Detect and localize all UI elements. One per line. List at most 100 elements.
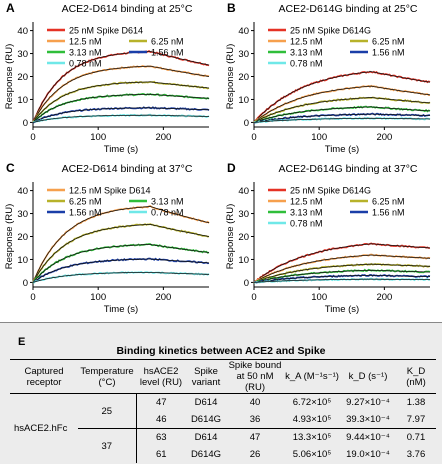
kd-cell: 9.44×10⁻⁴ bbox=[346, 432, 390, 443]
table-row: hsACE2.hFc 25 47 D614 40 6.72×10⁵ 9.27×1… bbox=[10, 393, 436, 434]
legend-entry: 12.5 nM bbox=[290, 37, 323, 47]
fit-line bbox=[253, 269, 431, 283]
x-tick-label: 100 bbox=[311, 132, 327, 143]
fit-line bbox=[32, 65, 210, 123]
y-tick-label: 10 bbox=[238, 95, 249, 106]
variant-cell: D614 bbox=[194, 432, 218, 443]
legend-entry: 12.5 nM Spike D614 bbox=[69, 186, 151, 196]
bound-cell: 36 bbox=[226, 411, 284, 429]
legend-entry: 1.56 nM bbox=[151, 48, 184, 58]
y-tick-label: 30 bbox=[17, 209, 28, 220]
header-spike-variant: Spike variant bbox=[186, 359, 226, 394]
y-tick-label: 10 bbox=[238, 255, 249, 266]
y-tick-label: 20 bbox=[17, 232, 28, 243]
y-tick-label: 10 bbox=[17, 255, 28, 266]
panel-title: ACE2-D614 binding at 25°C bbox=[62, 3, 193, 15]
legend-entry: 25 nM Spike D614G bbox=[290, 26, 371, 36]
y-tick-label: 10 bbox=[17, 95, 28, 106]
legend-entry: 25 nM Spike D614G bbox=[290, 186, 371, 196]
fit-line bbox=[32, 81, 210, 123]
header-KD: K_D (nM) bbox=[396, 359, 436, 394]
level-cell: 47 bbox=[155, 397, 167, 408]
panel-title: ACE2-D614G binding at 37°C bbox=[278, 163, 417, 175]
fit-line bbox=[253, 254, 431, 283]
bound-cell: 47 bbox=[249, 432, 261, 443]
legend-entry: 3.13 nM bbox=[290, 48, 323, 58]
series-line bbox=[32, 257, 210, 284]
captured-receptor-cell: hsACE2.hFc bbox=[14, 423, 68, 434]
kd-cell: 19.0×10⁻⁴ bbox=[346, 449, 390, 460]
legend-entry: 3.13 nM bbox=[151, 197, 184, 207]
sensorgram-panel-a: A ACE2-D614 binding at 25°C 0 10 20 30 40 0 100 2… bbox=[4, 1, 210, 155]
fit-line bbox=[32, 258, 210, 283]
y-tick-label: 40 bbox=[238, 186, 249, 197]
x-tick-label: 0 bbox=[251, 292, 256, 303]
legend-entry: 3.13 nM bbox=[69, 48, 102, 58]
panel-letter-e: E bbox=[18, 336, 26, 348]
fit-line bbox=[32, 93, 210, 123]
header-temperature: Temperature (°C) bbox=[78, 359, 136, 394]
y-tick-label: 20 bbox=[238, 72, 249, 83]
y-tick-label: 30 bbox=[17, 49, 28, 60]
ka-cell: 13.3×10⁵ bbox=[292, 432, 332, 443]
fit-line bbox=[253, 274, 431, 283]
header-captured-receptor: Captured receptor bbox=[10, 359, 78, 394]
fit-line bbox=[32, 206, 210, 283]
variant-cell: D614 bbox=[194, 397, 218, 408]
fit-line bbox=[253, 113, 430, 123]
legend-entry: 6.25 nM bbox=[69, 197, 102, 207]
bound-cell: 40 bbox=[249, 397, 261, 408]
bound-cell: 26 bbox=[249, 449, 261, 460]
sensorgram-panel-d: D ACE2-D614G binding at 37°C 0 10 20 30 40 0 100… bbox=[225, 161, 431, 315]
fit-line bbox=[253, 243, 431, 283]
x-tick-label: 200 bbox=[376, 132, 392, 143]
fit-line bbox=[32, 51, 210, 123]
level-cell: 46 bbox=[136, 411, 186, 429]
section-divider bbox=[0, 322, 442, 323]
legend-entry: 12.5 nM bbox=[290, 197, 323, 207]
y-axis-label: Response (RU) bbox=[225, 44, 236, 109]
ka-cell: 5.06×10⁵ bbox=[292, 449, 332, 460]
variant-cell: D614G bbox=[190, 449, 222, 460]
sensorgram-panel-b: B ACE2-D614G binding at 25°C 0 10 20 30 40 0 100… bbox=[225, 1, 431, 155]
table-row: 61 D614G 26 5.06×10⁵ 19.0×10⁻⁴ 3.76 bbox=[10, 446, 436, 463]
fit-line bbox=[32, 244, 210, 283]
ka-cell: 6.72×10⁵ bbox=[292, 397, 332, 408]
y-tick-label: 40 bbox=[17, 26, 28, 37]
x-tick-label: 0 bbox=[30, 292, 35, 303]
header-ka: k_A (M⁻¹s⁻¹) bbox=[284, 359, 340, 394]
legend-entry: 3.13 nM bbox=[290, 208, 323, 218]
kinetics-table: Captured receptor Temperature (°C) hsACE… bbox=[10, 359, 436, 463]
fit-line bbox=[253, 117, 430, 123]
legend-entry: 0.78 nM bbox=[290, 59, 323, 69]
y-tick-label: 40 bbox=[17, 186, 28, 197]
x-tick-label: 200 bbox=[155, 292, 171, 303]
fit-line bbox=[253, 71, 431, 123]
x-tick-label: 100 bbox=[90, 132, 106, 143]
table-row: 37 63 D614 47 13.3×10⁵ 9.44×10⁻⁴ 0.71 bbox=[10, 428, 436, 463]
kd-cell: 39.3×10⁻⁴ bbox=[340, 411, 396, 429]
sensorgram-panel-c: C ACE2-D614 binding at 37°C 0 10 20 30 40 0 100 2… bbox=[4, 161, 210, 315]
x-tick-label: 0 bbox=[251, 132, 256, 143]
legend-entry: 25 nM Spike D614 bbox=[69, 26, 143, 36]
y-tick-label: 20 bbox=[17, 72, 28, 83]
ka-cell: 4.93×10⁵ bbox=[284, 411, 340, 429]
fit-line bbox=[253, 97, 431, 123]
KD-cell: 3.76 bbox=[406, 449, 426, 460]
panel-title: ACE2-D614 binding at 37°C bbox=[62, 163, 193, 175]
header-hsace2-level: hsACE2 level (RU) bbox=[136, 359, 186, 394]
y-tick-label: 40 bbox=[238, 26, 249, 37]
y-tick-label: 0 bbox=[244, 118, 249, 129]
legend-entry: 6.25 nM bbox=[372, 197, 405, 207]
header-spike-bound: Spike bound at 50 nM (RU) bbox=[226, 359, 284, 394]
x-tick-label: 100 bbox=[311, 292, 327, 303]
KD-cell: 0.71 bbox=[406, 432, 426, 443]
panel-letter: C bbox=[6, 161, 15, 175]
x-axis-label: Time (s) bbox=[104, 304, 138, 315]
fit-line bbox=[32, 114, 209, 123]
x-tick-label: 0 bbox=[30, 132, 35, 143]
legend-entry: 12.5 nM bbox=[69, 37, 102, 47]
panel-letter: A bbox=[6, 1, 15, 15]
y-axis-label: Response (RU) bbox=[4, 44, 15, 109]
